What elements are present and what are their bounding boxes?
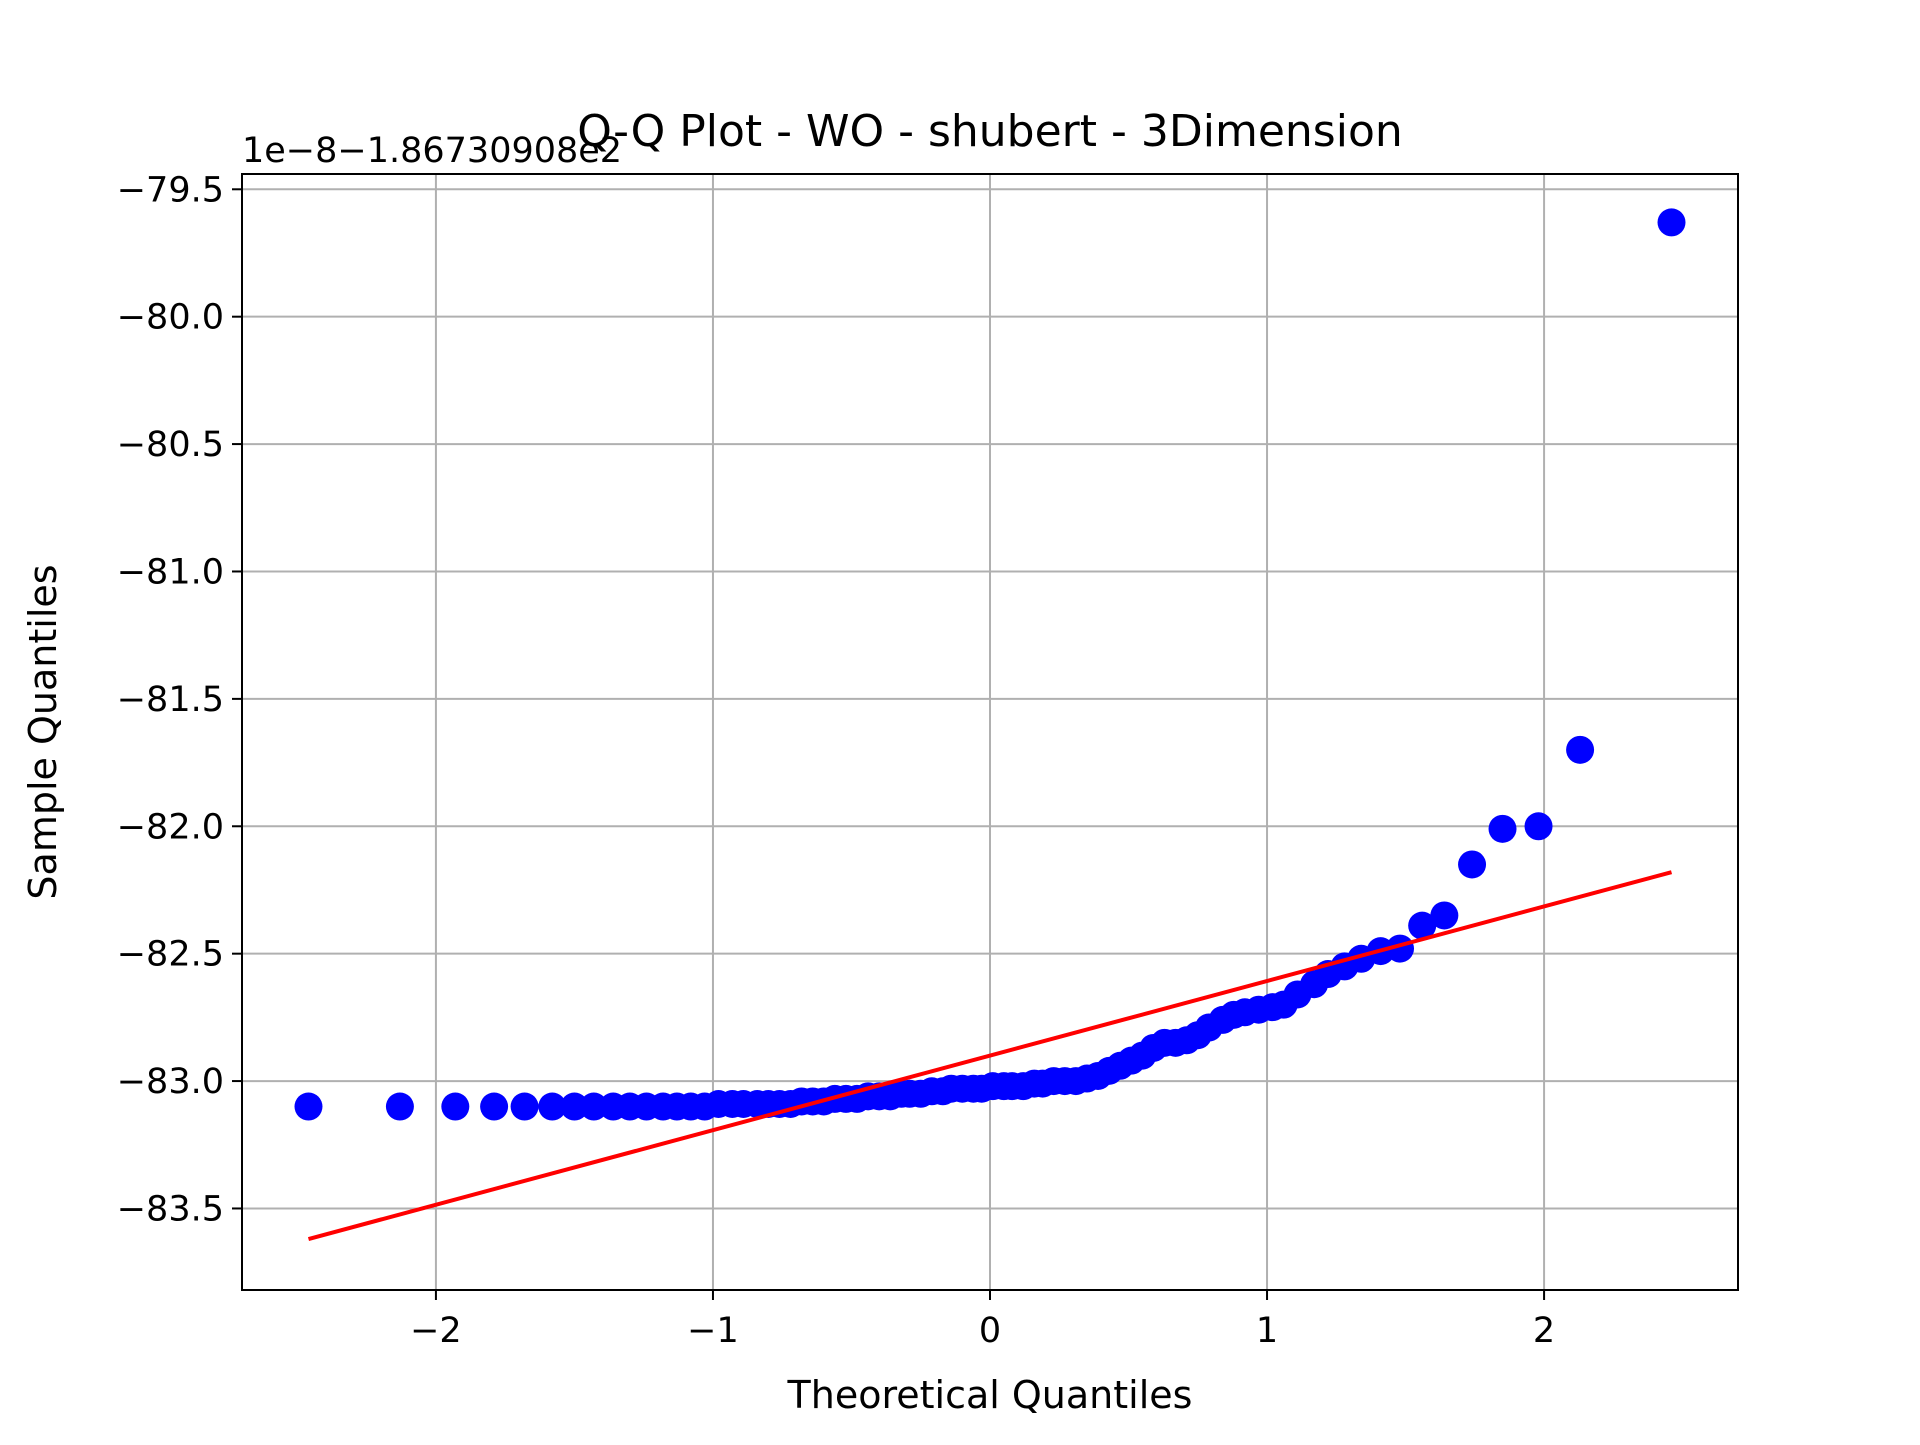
sample-point — [1408, 911, 1437, 940]
sample-point — [560, 1092, 589, 1121]
y-tick-label: −82.0 — [117, 807, 224, 847]
sample-point — [385, 1092, 414, 1121]
sample-points — [294, 208, 1686, 1121]
sample-point — [294, 1092, 323, 1121]
y-tick-label: −80.0 — [117, 298, 224, 338]
y-axis-offset-text: 1e−8−1.86730908e2 — [242, 131, 622, 171]
sample-point — [579, 1092, 608, 1121]
reference-line — [307, 870, 1673, 1241]
y-axis-label: Sample Quantiles — [21, 564, 65, 899]
y-tick-label: −82.5 — [117, 935, 224, 975]
y-tick-label: −79.5 — [117, 170, 224, 210]
y-axis-ticks: −79.5 −80.0 −80.5 −81.0 −81.5 −82.0 −82.5 −83.0… — [117, 170, 242, 1229]
x-axis-label: Theoretical Quantiles — [787, 1373, 1193, 1417]
sample-point — [1566, 735, 1595, 764]
sample-point — [510, 1092, 539, 1121]
sample-point — [538, 1092, 567, 1121]
x-axis-ticks: −2 −1 0 1 2 — [410, 1290, 1555, 1351]
y-tick-label: −81.0 — [117, 552, 224, 592]
y-tick-label: −80.5 — [117, 425, 224, 465]
sample-point — [1524, 812, 1553, 841]
sample-point — [1430, 901, 1459, 930]
sample-point — [480, 1092, 509, 1121]
y-tick-label: −83.5 — [117, 1189, 224, 1229]
x-tick-label: −1 — [687, 1311, 739, 1351]
x-tick-label: 2 — [1533, 1311, 1555, 1351]
sample-point — [1488, 814, 1517, 843]
x-tick-label: 1 — [1256, 1311, 1278, 1351]
y-tick-label: −83.0 — [117, 1062, 224, 1102]
sample-point — [441, 1092, 470, 1121]
fit-line — [307, 870, 1673, 1241]
y-tick-label: −81.5 — [117, 680, 224, 720]
chart-title: Q-Q Plot - WO - shubert - 3Dimension — [577, 106, 1403, 157]
sample-point — [1458, 850, 1487, 879]
sample-point — [1657, 208, 1686, 237]
x-tick-label: −2 — [410, 1311, 462, 1351]
x-tick-label: 0 — [979, 1311, 1001, 1351]
